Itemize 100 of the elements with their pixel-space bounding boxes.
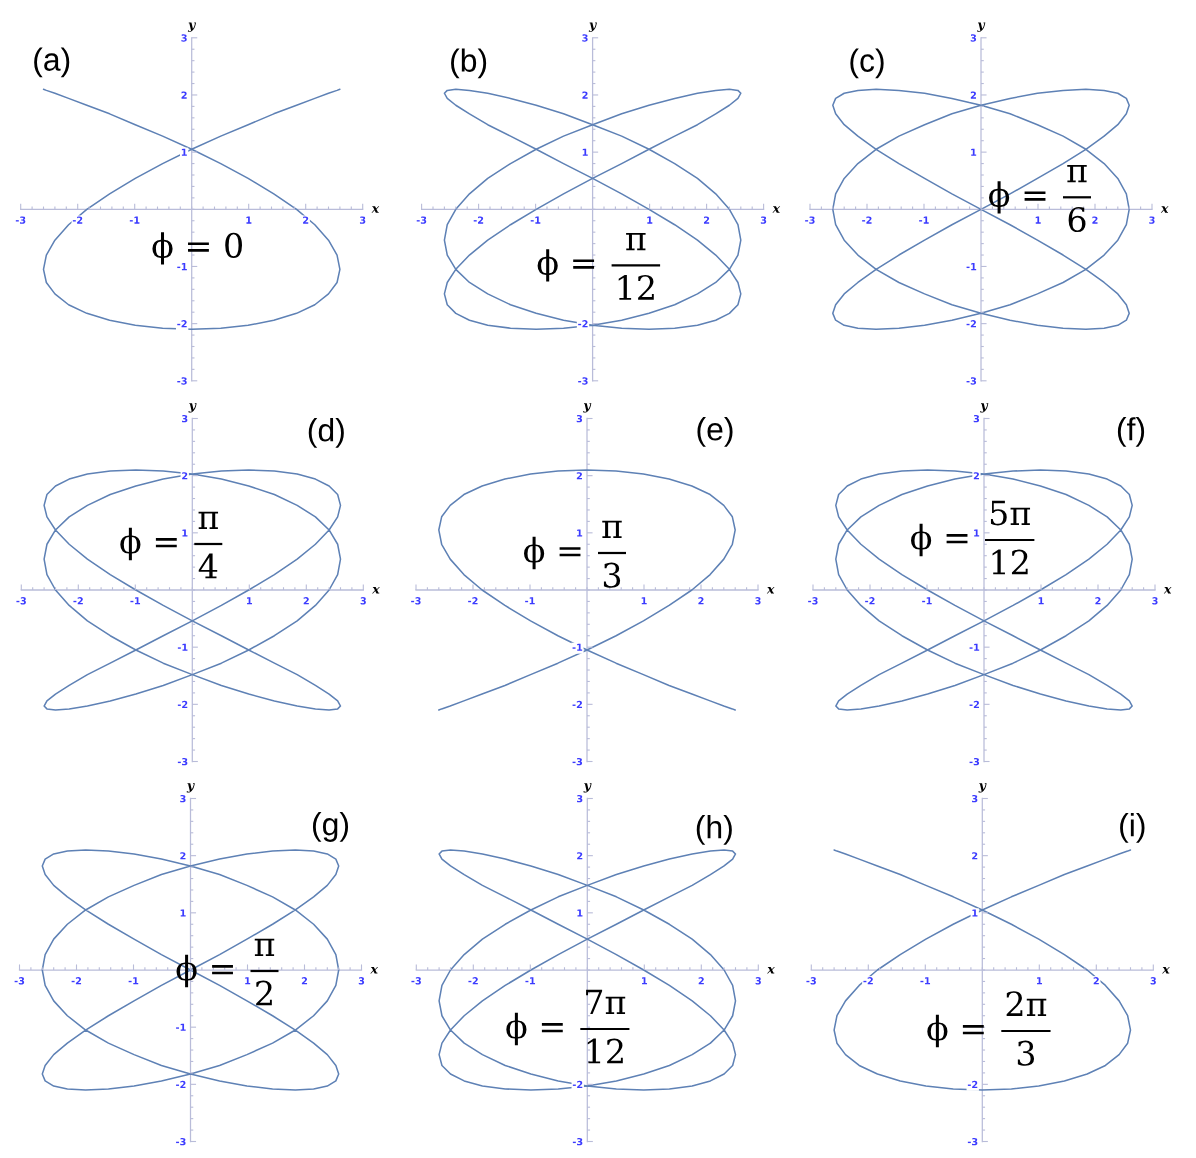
x-tick-label: -1	[130, 597, 141, 605]
y-tick-label: -1	[969, 643, 980, 651]
annotation: π	[198, 511, 219, 529]
x-tick-label: 2	[698, 597, 704, 605]
y-axis-title: y	[188, 403, 197, 413]
y-tick-label: 2	[582, 91, 588, 99]
x-tick-label: 3	[755, 597, 761, 605]
x-tick-label: -3	[15, 216, 26, 224]
chart-title: (a)	[34, 47, 70, 78]
y-tick-label: -1	[177, 263, 187, 271]
annotation: π	[254, 938, 275, 956]
chart-title: (g)	[312, 812, 349, 842]
y-axis-title: y	[583, 403, 592, 413]
x-tick-label: 1	[641, 597, 647, 605]
y-tick-label: 2	[576, 472, 582, 480]
x-tick-label: -2	[72, 216, 83, 224]
x-tick-label: -2	[863, 977, 873, 985]
y-tick-label: 1	[180, 909, 186, 917]
annotation: π	[602, 520, 622, 538]
y-tick-label: 1	[182, 529, 188, 537]
x-axis-title: x	[372, 586, 380, 594]
y-tick-label: -2	[967, 1080, 978, 1089]
annotation: 6	[1068, 206, 1086, 233]
x-axis-title: x	[766, 586, 775, 594]
x-axis-title: x	[1162, 966, 1170, 974]
annotation: π	[1067, 165, 1087, 183]
y-axis-title: y	[980, 403, 989, 413]
line-series	[41, 849, 340, 1091]
y-tick-label: 2	[970, 91, 976, 99]
x-tick-label: 3	[755, 977, 761, 985]
x-tick-label: 1	[1035, 216, 1041, 224]
x-tick-label: 1	[247, 597, 253, 605]
y-tick-label: 1	[972, 909, 978, 917]
y-tick-label: -2	[966, 320, 976, 328]
x-tick-label: 2	[1092, 216, 1098, 224]
x-tick-label: -3	[808, 597, 818, 605]
y-tick-label: -2	[969, 700, 979, 709]
x-tick-label: -1	[922, 597, 932, 605]
y-tick-label: 1	[582, 148, 588, 156]
line-series	[835, 469, 1133, 711]
annotation: 3	[1017, 1040, 1035, 1066]
y-tick-label: 3	[973, 414, 980, 423]
chart-title: (i)	[1120, 813, 1145, 843]
x-tick-label: -3	[411, 597, 421, 605]
y-axis-title: y	[977, 22, 986, 32]
x-tick-label: -2	[468, 597, 478, 605]
x-tick-label: 2	[301, 977, 308, 985]
x-tick-label: 1	[245, 977, 251, 985]
annotation: 12	[992, 549, 1028, 575]
annotation: ϕ =	[537, 249, 595, 282]
annotation: 7π	[586, 989, 626, 1014]
line-series	[833, 849, 1132, 1091]
y-axis-title: y	[978, 783, 987, 793]
annotation: 3	[603, 562, 621, 588]
x-tick-label: -2	[71, 977, 82, 985]
x-tick-label: -2	[862, 216, 872, 224]
y-tick-label: 3	[972, 794, 978, 803]
x-tick-label: 1	[647, 216, 653, 224]
annotation: π	[626, 233, 646, 251]
y-tick-label: -3	[578, 377, 588, 385]
x-tick-label: 1	[642, 977, 648, 985]
x-axis-title: x	[767, 966, 775, 974]
x-tick-label: 2	[698, 977, 704, 985]
x-tick-label: 1	[246, 216, 252, 224]
x-axis-title: x	[1160, 206, 1169, 213]
y-tick-label: 3	[576, 414, 583, 423]
x-tick-label: -1	[128, 977, 139, 985]
y-tick-label: -2	[177, 320, 187, 328]
chart-title: (b)	[451, 48, 487, 79]
chart-title: (h)	[696, 815, 732, 845]
y-tick-label: 2	[181, 91, 187, 99]
line-series	[443, 88, 742, 331]
chart-title: (c)	[850, 48, 884, 79]
y-tick-label: 1	[971, 148, 977, 156]
annotation: ϕ =	[524, 536, 581, 570]
line-series	[43, 469, 342, 711]
annotation: 4	[198, 553, 218, 579]
y-tick-label: 2	[577, 852, 583, 860]
y-tick-label: 3	[181, 34, 187, 42]
y-axis-title: y	[588, 22, 597, 32]
chart-title: (d)	[308, 418, 344, 448]
y-tick-label: -3	[177, 757, 188, 766]
line-series	[42, 88, 341, 331]
y-axis-title: y	[583, 783, 592, 793]
y-tick-label: 3	[577, 794, 583, 803]
y-tick-label: -3	[967, 1137, 978, 1146]
x-tick-label: 2	[1093, 977, 1099, 985]
y-tick-label: 1	[577, 529, 583, 537]
x-tick-label: 2	[303, 597, 309, 605]
x-tick-label: 2	[703, 216, 710, 224]
y-tick-label: 1	[181, 148, 187, 156]
y-tick-label: -1	[966, 263, 977, 271]
x-tick-label: 1	[1037, 977, 1043, 985]
line-series	[438, 469, 736, 711]
y-tick-label: -3	[176, 1137, 186, 1146]
chart-title: (f)	[1117, 417, 1145, 447]
x-tick-label: 1	[1038, 597, 1044, 605]
x-tick-label: -1	[530, 216, 541, 224]
y-tick-label: 1	[577, 909, 583, 917]
line-series	[832, 88, 1130, 331]
